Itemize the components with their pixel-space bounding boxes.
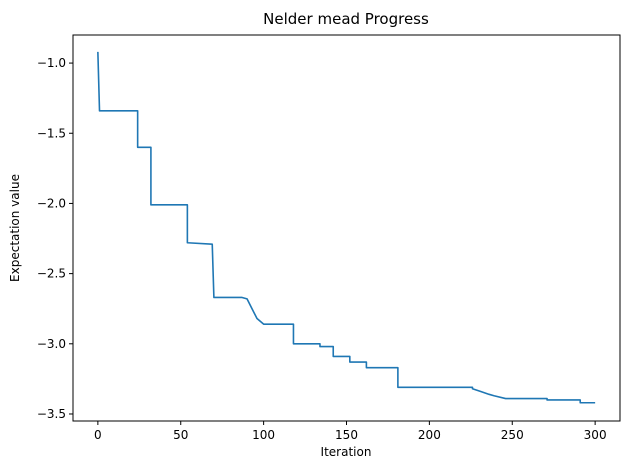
x-tick-label: 0 — [94, 428, 102, 442]
y-tick-label: −2.0 — [37, 196, 66, 210]
y-tick-label: −2.5 — [37, 267, 66, 281]
series-line-expectation-value — [97, 51, 596, 404]
x-tick-label: 300 — [584, 428, 607, 442]
x-tick-label: 150 — [335, 428, 358, 442]
y-tick-label: −1.0 — [37, 56, 66, 70]
y-tick-label: −1.5 — [37, 126, 66, 140]
x-tick-label: 200 — [418, 428, 441, 442]
y-axis-label: Expectation value — [8, 174, 22, 282]
y-tick-label: −3.0 — [37, 337, 66, 351]
x-tick-label: 100 — [252, 428, 275, 442]
x-axis-label: Iteration — [321, 445, 372, 459]
x-axis-ticks: 0 50 100 150 200 250 300 — [94, 421, 607, 442]
x-tick-label: 50 — [173, 428, 188, 442]
y-axis-ticks: −1.0 −1.5 −2.0 −2.5 −3.0 −3.5 — [37, 56, 73, 421]
chart-title: Nelder mead Progress — [263, 10, 429, 28]
x-tick-label: 250 — [501, 428, 524, 442]
plot-area: 0 50 100 150 200 250 300 −1.0−1.5−2.0−2.5−3.0−… — [37, 34, 621, 442]
y-tick-label: −3.5 — [37, 407, 66, 421]
